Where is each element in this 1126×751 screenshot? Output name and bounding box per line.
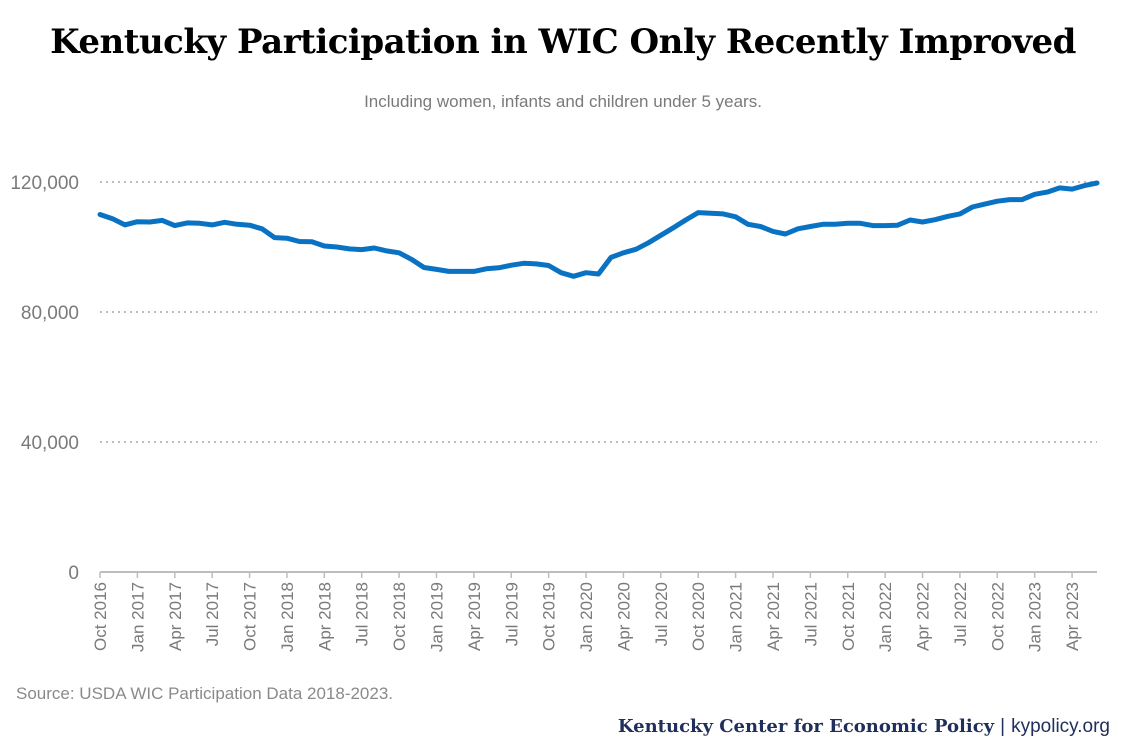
chart-subtitle: Including women, infants and children un… — [364, 92, 762, 111]
x-tick-label: Jul 2017 — [203, 582, 222, 646]
x-tick-label: Apr 2018 — [315, 582, 334, 651]
x-tick-label: Oct 2018 — [390, 582, 409, 651]
x-tick-label: Jan 2021 — [727, 582, 746, 652]
footer-credit: Kentucky Center for Economic Policy | kypo… — [618, 716, 1110, 738]
x-tick-label: Apr 2020 — [614, 582, 633, 651]
y-tick-label: 40,000 — [21, 433, 79, 454]
footer-separator: | — [1000, 716, 1006, 737]
x-tick-label: Jan 2022 — [876, 582, 895, 652]
x-tick-label: Jul 2021 — [801, 582, 820, 646]
x-tick-label: Jan 2019 — [427, 582, 446, 652]
x-tick-label: Oct 2021 — [839, 582, 858, 651]
footer-site[interactable]: kypolicy.org — [1011, 716, 1110, 737]
x-tick-label: Jul 2018 — [353, 582, 372, 646]
x-tick-label: Jul 2022 — [951, 582, 970, 646]
x-tick-label: Jul 2019 — [502, 582, 521, 646]
footer-org: Kentucky Center for Economic Policy — [617, 716, 995, 737]
x-tick-label: Jan 2018 — [278, 582, 297, 652]
y-tick-label: 0 — [68, 563, 79, 584]
y-tick-label: 80,000 — [21, 303, 79, 324]
series-line — [97, 180, 1100, 279]
x-tick-label: Jan 2020 — [577, 582, 596, 652]
x-tick-label: Oct 2019 — [540, 582, 559, 651]
x-tick-label: Apr 2017 — [166, 582, 185, 651]
x-tick-label: Apr 2023 — [1063, 582, 1082, 651]
x-tick-label: Apr 2019 — [465, 582, 484, 651]
x-tick-label: Oct 2017 — [241, 582, 260, 651]
x-tick-label: Oct 2020 — [689, 582, 708, 651]
x-tick-label: Jul 2020 — [652, 582, 671, 646]
x-tick-label: Jan 2017 — [128, 582, 147, 652]
x-tick-label: Jan 2023 — [1026, 582, 1045, 652]
x-tick-label: Apr 2022 — [914, 582, 933, 651]
x-tick-label: Apr 2021 — [764, 582, 783, 651]
x-tick-label: Oct 2016 — [91, 582, 110, 651]
y-tick-label: 120,000 — [10, 173, 79, 194]
source-note: Source: USDA WIC Participation Data 2018… — [16, 684, 394, 703]
chart-title: Kentucky Participation in WIC Only Recen… — [50, 22, 1076, 62]
x-tick-label: Oct 2022 — [988, 582, 1007, 651]
